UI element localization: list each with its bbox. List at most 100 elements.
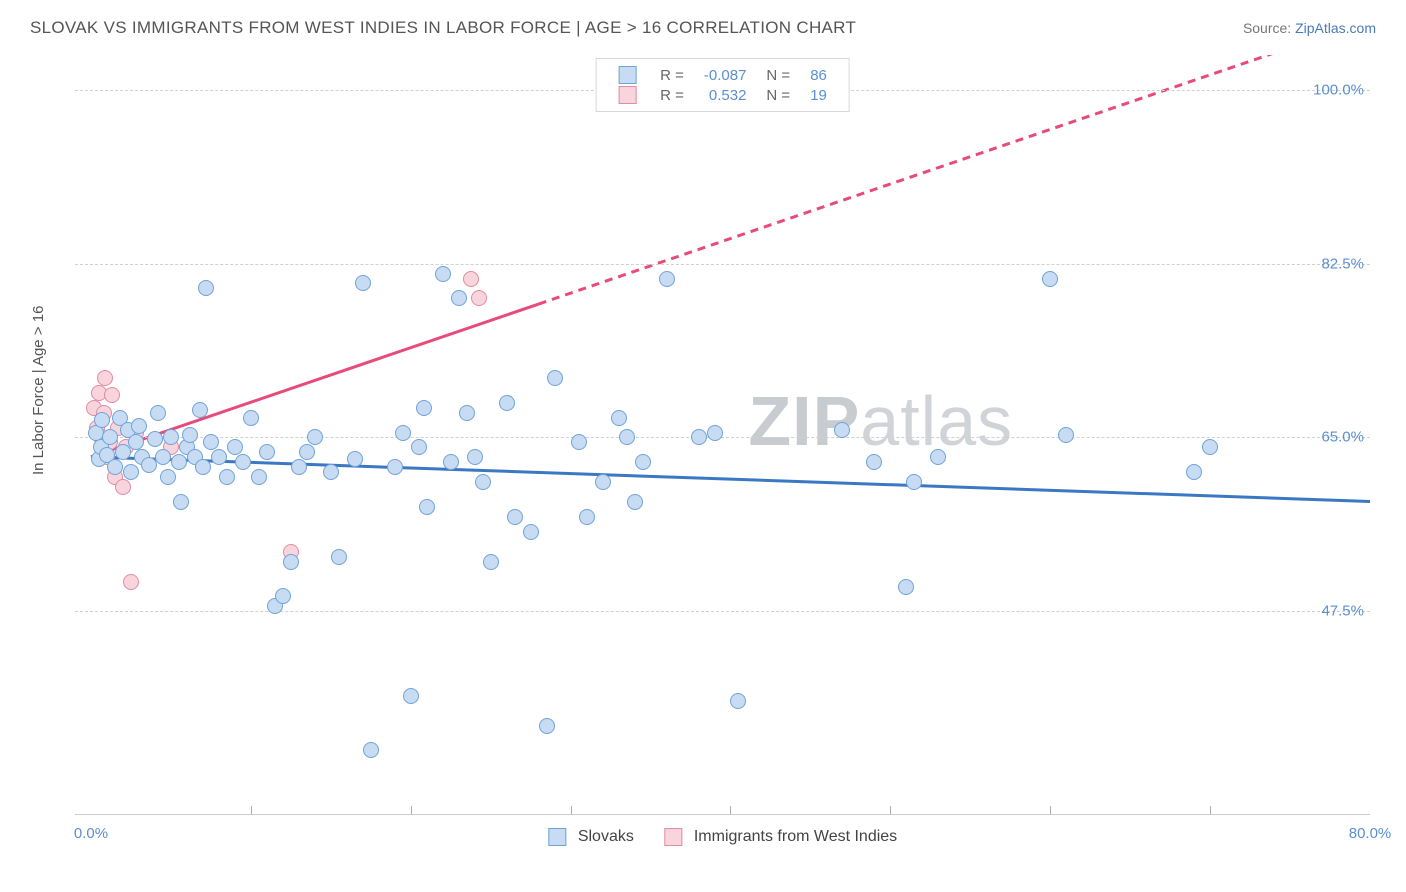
point-series1 [347,451,363,467]
y-tick-label: 65.0% [1321,429,1364,446]
point-series1 [227,439,243,455]
point-series1 [547,370,563,386]
point-series1 [251,469,267,485]
point-series1 [627,494,643,510]
gridline-h [75,437,1370,438]
point-series1 [259,444,275,460]
point-series1 [730,693,746,709]
point-series1 [403,688,419,704]
chart-area: In Labor Force | Age > 16 ZIPatlas R =-0… [40,55,1380,845]
point-series1 [203,434,219,450]
legend-label: Immigrants from West Indies [694,828,897,846]
point-series1 [150,405,166,421]
x-label-left: 0.0% [74,825,108,842]
legend-n-label: N = [756,65,800,85]
point-series1 [395,425,411,441]
point-series2 [115,479,131,495]
point-series1 [459,405,475,421]
legend-row: R =-0.087N =86 [608,65,837,85]
legend-n-value: 19 [800,85,837,105]
x-tick [411,806,412,814]
point-series1 [443,454,459,470]
point-series1 [155,449,171,465]
point-series1 [355,275,371,291]
legend-item: Immigrants from West Indies [664,828,897,846]
point-series1 [539,718,555,734]
legend-swatch [618,86,636,104]
y-tick-label: 47.5% [1321,603,1364,620]
point-series1 [323,464,339,480]
point-series2 [123,574,139,590]
legend-label: Slovaks [578,828,634,846]
source-link[interactable]: ZipAtlas.com [1295,20,1376,36]
chart-title: SLOVAK VS IMMIGRANTS FROM WEST INDIES IN… [30,18,856,38]
y-tick-label: 100.0% [1313,81,1364,98]
point-series1 [707,425,723,441]
point-series1 [182,427,198,443]
point-series1 [1202,439,1218,455]
point-series1 [131,418,147,434]
point-series1 [123,464,139,480]
point-series1 [147,431,163,447]
point-series1 [171,454,187,470]
point-series1 [107,459,123,475]
point-series1 [275,588,291,604]
trend-lines-svg [75,55,1370,814]
y-axis-label: In Labor Force | Age > 16 [30,306,47,475]
series-legend: Slovaks Immigrants from West Indies [548,828,897,846]
x-label-right: 80.0% [1349,825,1392,842]
point-series1 [94,412,110,428]
point-series1 [163,429,179,445]
point-series1 [1042,271,1058,287]
legend-r-label: R = [650,65,694,85]
point-series1 [499,395,515,411]
legend-r-value: 0.532 [694,85,757,105]
point-series1 [128,434,144,450]
source-prefix: Source: [1243,20,1295,36]
point-series1 [283,554,299,570]
point-series1 [299,444,315,460]
x-tick [890,806,891,814]
point-series2 [104,387,120,403]
point-series1 [595,474,611,490]
point-series1 [483,554,499,570]
source-label: Source: ZipAtlas.com [1243,20,1376,36]
point-series2 [97,370,113,386]
point-series1 [507,509,523,525]
legend-swatch [548,828,566,846]
point-series1 [834,422,850,438]
point-series1 [579,509,595,525]
point-series1 [451,290,467,306]
point-series2 [471,290,487,306]
point-series1 [307,429,323,445]
x-tick [1050,806,1051,814]
point-series1 [416,400,432,416]
point-series1 [571,434,587,450]
point-series1 [243,410,259,426]
point-series1 [419,499,435,515]
legend-r-value: -0.087 [694,65,757,85]
point-series1 [363,742,379,758]
y-tick-label: 82.5% [1321,255,1364,272]
legend-swatch [618,66,636,84]
point-series1 [141,457,157,473]
point-series1 [435,266,451,282]
point-series1 [1186,464,1202,480]
point-series1 [619,429,635,445]
legend-n-value: 86 [800,65,837,85]
point-series1 [387,459,403,475]
point-series1 [659,271,675,287]
point-series1 [930,449,946,465]
legend-row: R =0.532N =19 [608,85,837,105]
x-tick [730,806,731,814]
point-series1 [1058,427,1074,443]
point-series1 [523,524,539,540]
point-series1 [235,454,251,470]
gridline-h [75,264,1370,265]
point-series1 [691,429,707,445]
point-series1 [291,459,307,475]
point-series1 [160,469,176,485]
point-series1 [331,549,347,565]
point-series1 [219,469,235,485]
x-tick [1210,806,1211,814]
